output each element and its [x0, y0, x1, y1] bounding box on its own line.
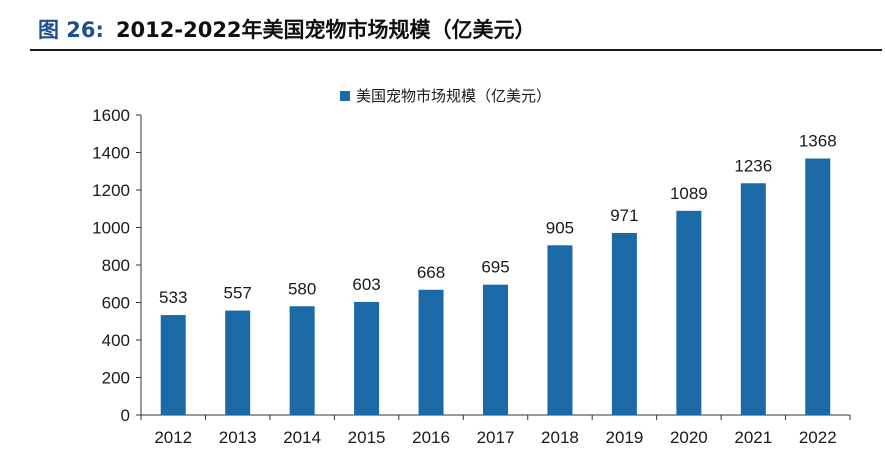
x-tick-label: 2022: [799, 428, 837, 447]
bar: [740, 183, 766, 415]
data-label: 1236: [734, 156, 772, 175]
legend: 美国宠物市场规模（亿美元）: [340, 87, 551, 105]
x-tick-label: 2020: [670, 428, 708, 447]
bar: [547, 245, 573, 415]
bar: [418, 289, 444, 415]
data-label: 533: [159, 288, 187, 307]
bar-series: [160, 158, 831, 415]
y-axis: 0 200 400 600 800 1000 1200 1400 1600: [92, 106, 142, 425]
x-axis: 2012 2013 2014 2015 2016 2017 2018 2019 2020 2021…: [140, 414, 851, 447]
data-label: 1368: [799, 132, 837, 151]
legend-swatch: [340, 91, 350, 101]
legend-label: 美国宠物市场规模（亿美元）: [356, 87, 551, 105]
x-tick-label: 2013: [219, 428, 257, 447]
figure-number: 图 26:: [38, 18, 104, 42]
x-tick-label: 2012: [154, 428, 192, 447]
x-tick-label: 2018: [541, 428, 579, 447]
y-tick-label: 0: [121, 406, 130, 425]
x-tick-label: 2016: [412, 428, 450, 447]
data-label: 557: [223, 284, 251, 303]
data-label: 580: [288, 279, 316, 298]
data-label: 695: [481, 258, 509, 277]
figure-header: 图 26: 2012-2022年美国宠物市场规模（亿美元）: [0, 0, 885, 51]
data-label: 603: [352, 275, 380, 294]
x-tick-label: 2021: [734, 428, 772, 447]
figure-title: 2012-2022年美国宠物市场规模（亿美元）: [115, 18, 536, 42]
bar: [611, 232, 637, 415]
bar: [160, 315, 186, 415]
figure-title-line: 图 26: 2012-2022年美国宠物市场规模（亿美元）: [38, 14, 536, 44]
y-tick-label: 1200: [92, 181, 130, 200]
bar: [676, 210, 702, 415]
x-tick-label: 2017: [477, 428, 515, 447]
title-underline: [30, 49, 882, 51]
bar: [483, 284, 508, 415]
bar: [805, 158, 831, 415]
bar: [225, 310, 251, 415]
y-tick-label: 200: [102, 369, 130, 388]
data-label: 668: [417, 263, 445, 282]
x-tick-label: 2019: [605, 428, 643, 447]
y-tick-label: 800: [102, 256, 130, 275]
y-tick-label: 1000: [92, 219, 130, 238]
data-label: 905: [546, 218, 574, 237]
data-label: 971: [610, 206, 638, 225]
data-label: 1089: [670, 184, 708, 203]
y-tick-label: 600: [102, 294, 130, 313]
y-tick-label: 1600: [92, 106, 130, 125]
x-tick-label: 2014: [283, 428, 321, 447]
x-tick-label: 2015: [348, 428, 386, 447]
bar: [354, 301, 380, 415]
y-tick-label: 1400: [92, 144, 130, 163]
y-tick-label: 400: [102, 331, 130, 350]
data-labels: 533 557 580 603 668 695 905 971 1089 1236 1368: [159, 132, 837, 308]
bar: [289, 306, 315, 415]
